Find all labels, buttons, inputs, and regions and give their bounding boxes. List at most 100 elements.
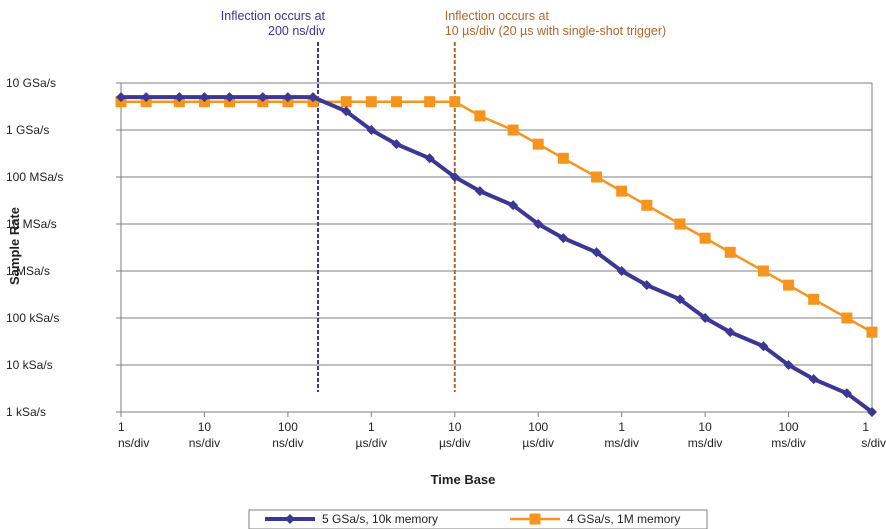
data-point-square — [529, 513, 541, 525]
annotation-text-line: Inflection occurs at — [221, 9, 326, 23]
annotation-text: Inflection occurs at 200 ns/div — [221, 9, 326, 38]
x-tick-label-line: µs/div — [522, 436, 554, 450]
x-tick-label: 100 ns/div — [272, 420, 303, 450]
y-axis-title: Sample Rate — [7, 207, 22, 285]
data-point-square — [699, 232, 711, 244]
x-tick-label-line: ns/div — [189, 436, 220, 450]
x-tick-label-line: 10 — [448, 420, 462, 434]
data-point-square — [641, 199, 653, 211]
data-point-diamond — [558, 233, 569, 244]
data-point-square — [757, 265, 769, 277]
data-point-square — [557, 152, 569, 164]
data-point-square — [449, 96, 461, 108]
data-point-diamond — [116, 92, 126, 103]
data-point-diamond — [533, 219, 544, 229]
data-point-square — [507, 124, 519, 136]
data-point-diamond — [141, 92, 152, 103]
x-tick-label: 1 ns/div — [118, 420, 149, 450]
data-point-square — [866, 326, 878, 338]
data-point-square — [424, 96, 436, 108]
data-point-diamond — [616, 266, 627, 276]
data-point-diamond — [174, 92, 185, 103]
data-point-square — [591, 171, 603, 183]
data-point-diamond — [725, 327, 736, 338]
x-tick-label-line: 100 — [528, 420, 548, 434]
x-axis-title: Time Base — [431, 472, 496, 487]
annotation-text-line: 10 µs/div (20 µs with single-shot trigge… — [445, 24, 666, 38]
x-tick-label: 1 ms/div — [604, 420, 639, 450]
legend: 5 GSa/s, 10k memory 4 GSa/s, 1M memory — [248, 509, 708, 529]
x-tick-label-line: 10 — [198, 420, 212, 434]
data-point-square — [841, 312, 853, 324]
y-tick-label: 100 MSa/s — [6, 170, 63, 184]
data-point-square — [724, 246, 736, 258]
data-point-diamond — [224, 92, 235, 103]
x-tick-label: 1 µs/div — [356, 420, 388, 450]
x-tick-label-line: s/div — [861, 436, 886, 450]
x-tick-label-line: 100 — [278, 420, 298, 434]
x-tick-label: 100 ms/div — [771, 420, 806, 450]
y-tick-label: 1 kSa/s — [6, 405, 46, 419]
series-group — [115, 92, 878, 417]
annotation-text: Inflection occurs at 10 µs/div (20 µs wit… — [445, 9, 666, 38]
x-tick-label-line: ms/div — [604, 436, 639, 450]
legend-frame — [248, 509, 708, 529]
data-point-diamond — [366, 125, 377, 135]
x-tick-label-line: 10 — [698, 420, 712, 434]
data-point-square — [365, 96, 377, 108]
y-tick-label: 10 MSa/s — [6, 217, 57, 231]
x-tick-label-line: ms/div — [688, 436, 723, 450]
y-tick-label: 10 kSa/s — [6, 358, 53, 372]
data-point-square — [783, 279, 795, 291]
data-point-diamond — [257, 92, 268, 103]
data-point-square — [390, 96, 402, 108]
x-tick-label-line: ms/div — [771, 436, 806, 450]
data-point-diamond — [508, 200, 519, 211]
data-point-diamond — [391, 139, 402, 150]
annotations: Inflection occurs at 200 ns/divInflection… — [221, 9, 666, 392]
series-line — [121, 100, 873, 334]
y-tick-label: 1 GSa/s — [6, 123, 49, 137]
data-point-diamond — [199, 92, 210, 103]
legend-label: 4 GSa/s, 1M memory — [567, 512, 680, 526]
x-tick-label-line: µs/div — [356, 436, 388, 450]
data-point-square — [674, 218, 686, 230]
y-tick-label: 10 GSa/s — [6, 76, 56, 90]
x-tick-label-line: 1 — [862, 420, 869, 434]
y-tick-label: 100 kSa/s — [6, 311, 59, 325]
x-tick-label: 10 ms/div — [688, 420, 723, 450]
data-point-square — [616, 185, 628, 197]
x-tick-label: 100 µs/div — [522, 420, 554, 450]
series-blue — [116, 92, 877, 417]
data-point-diamond — [341, 106, 352, 117]
x-tick-label-line: µs/div — [439, 436, 471, 450]
data-point-square — [532, 138, 544, 150]
data-point-diamond — [591, 247, 602, 258]
data-point-diamond — [808, 374, 819, 385]
data-point-diamond — [282, 92, 293, 103]
x-tick-label: 10 ns/div — [189, 420, 220, 450]
y-axis-ticks: 10 GSa/s 1 GSa/s 100 MSa/s 10 MSa/s 1 MSa/s 1… — [6, 76, 121, 419]
data-point-diamond — [700, 313, 711, 323]
data-point-diamond — [308, 92, 319, 103]
grid-lines — [121, 129, 872, 366]
x-tick-label-line: 1 — [368, 420, 375, 434]
data-point-diamond — [641, 280, 652, 291]
data-point-diamond — [841, 388, 852, 399]
data-point-diamond — [449, 172, 460, 182]
data-point-diamond — [474, 186, 485, 197]
data-point-square — [340, 96, 352, 108]
legend-item: 4 GSa/s, 1M memory — [510, 512, 680, 526]
data-point-diamond — [758, 341, 769, 352]
x-tick-label: 1 s/div — [861, 420, 886, 450]
data-point-diamond — [424, 153, 435, 164]
data-point-square — [808, 293, 820, 305]
x-tick-label: 10 µs/div — [439, 420, 471, 450]
legend-item: 5 GSa/s, 10k memory — [265, 512, 438, 526]
data-point-diamond — [285, 514, 295, 524]
x-tick-label-line: ns/div — [272, 436, 303, 450]
y-tick-label: 1 MSa/s — [6, 264, 50, 278]
data-point-square — [474, 110, 486, 122]
